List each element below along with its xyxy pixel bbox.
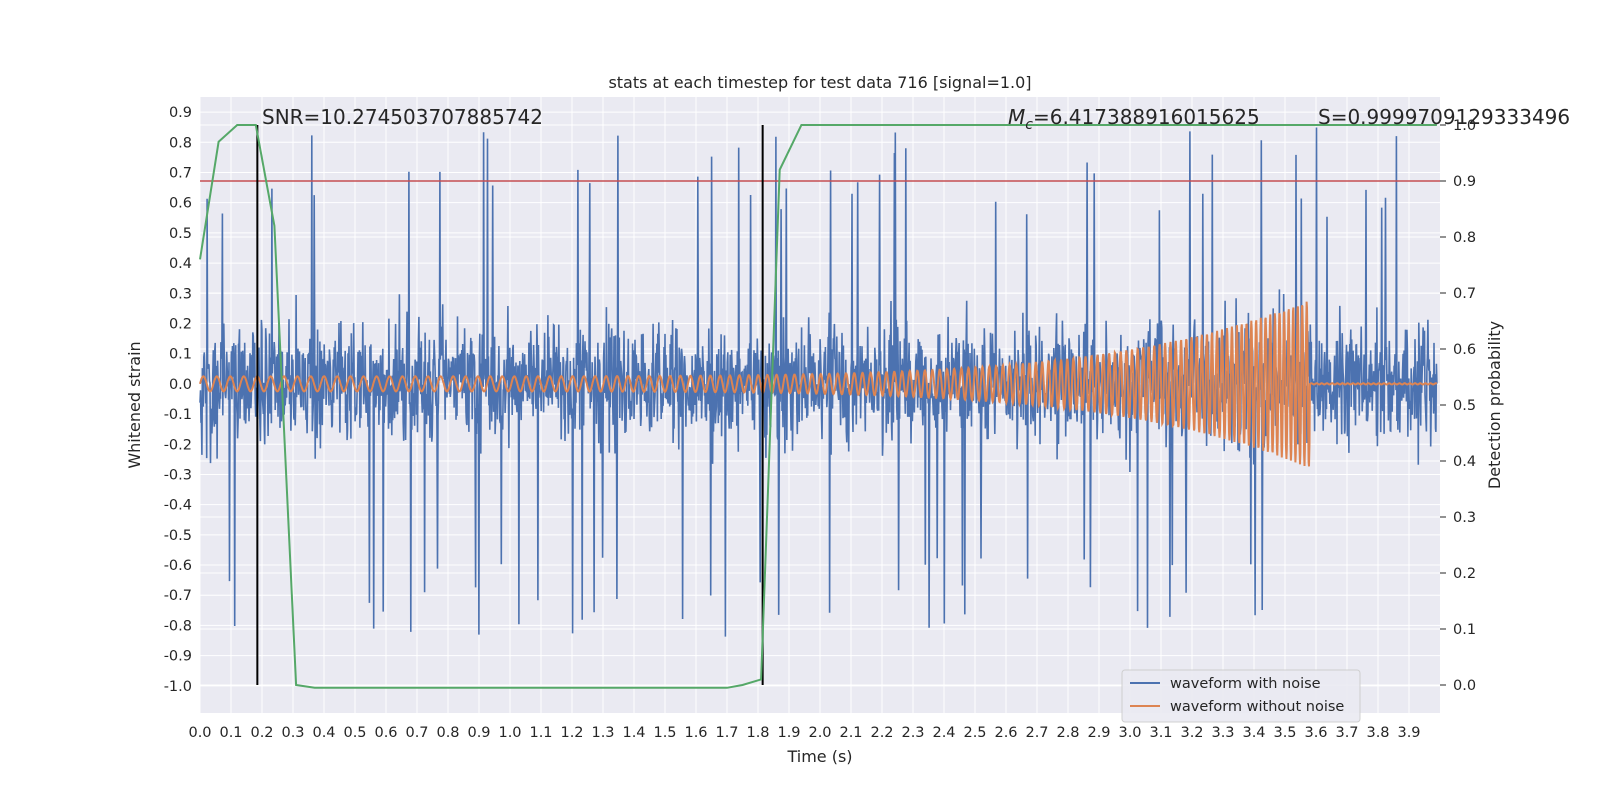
legend-label-noise: waveform with noise (1170, 676, 1321, 692)
legend-box (1121, 669, 1361, 723)
x-tick-label: 3.1 (1149, 725, 1172, 741)
y-tick-label: 0.8 (169, 135, 192, 151)
y2-tick-label: 0.0 (1453, 678, 1476, 694)
y-tick-label: 0.1 (169, 347, 192, 363)
y2-tick-label: 0.2 (1453, 566, 1476, 582)
x-tick-label: 0.1 (219, 725, 242, 741)
chart-title: stats at each timestep for test data 716… (608, 73, 1031, 92)
x-tick-label: 0.7 (405, 725, 428, 741)
x-tick-label: 1.2 (560, 725, 583, 741)
y-tick-label: -0.2 (164, 437, 192, 453)
x-tick-label: 3.8 (1366, 725, 1389, 741)
x-tick-label: 2.7 (1025, 725, 1048, 741)
y-tick-label: 0.6 (169, 196, 192, 212)
x-tick-label: 0.6 (374, 725, 397, 741)
y2-tick-label: 0.3 (1453, 510, 1476, 526)
y-tick-label: -0.3 (164, 467, 192, 483)
x-tick-label: 3.6 (1304, 725, 1327, 741)
clean-waveform-line (199, 301, 1438, 467)
y2-tick-label: 0.4 (1453, 454, 1476, 470)
y-tick-label: -0.6 (164, 558, 192, 574)
detection-probability-line (199, 124, 1437, 689)
y-tick-label: -0.7 (164, 588, 192, 604)
x-tick-label: 3.3 (1211, 725, 1234, 741)
x-tick-label: 1.4 (622, 725, 645, 741)
x-tick-label: 1.1 (529, 725, 552, 741)
clean-series (199, 301, 1438, 467)
y2-tick-label: 0.5 (1453, 398, 1476, 414)
y-tick-label: -0.8 (164, 618, 192, 634)
x-axis-label: Time (s) (786, 747, 852, 766)
x-tick-label: 2.1 (839, 725, 862, 741)
y-tick-label: 0.2 (169, 316, 192, 332)
x-tick-label: 2.8 (1056, 725, 1079, 741)
x-tick-label: 0.3 (281, 725, 304, 741)
overlay-layer (199, 124, 1440, 689)
x-tick-label: 1.5 (653, 725, 676, 741)
chirp-mass-annotation: Mc=6.417388916015625 (1008, 105, 1260, 133)
x-tick-label: 0.5 (343, 725, 366, 741)
y-tick-label: -0.9 (164, 649, 192, 665)
y2-tick-label: 0.8 (1453, 230, 1476, 246)
snr-annotation: SNR=10.274503707885742 (262, 105, 543, 129)
y-tick-label: 0.5 (169, 226, 192, 242)
y-axis-label: Whitened strain (125, 341, 144, 468)
y-tick-label: -1.0 (164, 679, 192, 695)
x-tick-label: 3.5 (1273, 725, 1296, 741)
x-tick-label: 2.3 (901, 725, 924, 741)
x-tick-label: 1.7 (715, 725, 738, 741)
legend-label-clean: waveform without noise (1170, 699, 1344, 715)
x-tick-label: 2.5 (963, 725, 986, 741)
x-tick-label: 0.9 (467, 725, 490, 741)
x-tick-label: 3.0 (1118, 725, 1141, 741)
x-tick-label: 3.4 (1242, 725, 1265, 741)
x-tick-label: 0.0 (188, 725, 211, 741)
y2-tick-label: 1.0 (1453, 118, 1476, 134)
x-tick-label: 2.0 (808, 725, 831, 741)
y2-axis-label: Detection probability (1485, 321, 1504, 489)
y2-tick-label: 0.1 (1453, 622, 1476, 638)
tick-layer: 0.0 0.1 0.2 0.3 0.4 0.5 0.6 0.7 0.8 0.9 1.0 1.1 1.2 1… (164, 105, 1476, 741)
x-tick-label: 2.9 (1087, 725, 1110, 741)
x-tick-label: 3.7 (1335, 725, 1358, 741)
y-tick-label: 0.7 (169, 165, 192, 181)
s-annotation: S=0.9999709129333496 (1318, 105, 1570, 129)
x-tick-label: 1.0 (498, 725, 521, 741)
x-tick-label: 0.4 (312, 725, 335, 741)
x-tick-label: 2.2 (870, 725, 893, 741)
y2-tick-label: 0.6 (1453, 342, 1476, 358)
y-tick-label: 0.3 (169, 286, 192, 302)
x-tick-label: 2.4 (932, 725, 955, 741)
y-tick-label: -0.1 (164, 407, 192, 423)
y2-tick-label: 0.9 (1453, 174, 1476, 190)
x-tick-label: 0.2 (250, 725, 273, 741)
x-tick-label: 0.8 (436, 725, 459, 741)
x-tick-label: 1.8 (746, 725, 769, 741)
y-tick-label: 0.4 (169, 256, 192, 272)
x-tick-label: 3.2 (1180, 725, 1203, 741)
x-tick-label: 3.9 (1397, 725, 1420, 741)
x-tick-label: 2.6 (994, 725, 1017, 741)
y-tick-label: 0.0 (169, 377, 192, 393)
x-tick-label: 1.9 (777, 725, 800, 741)
y2-tick-label: 0.7 (1453, 286, 1476, 302)
legend: waveform with noise waveform without noi… (1121, 669, 1361, 723)
x-tick-label: 1.3 (591, 725, 614, 741)
y-tick-label: 0.9 (169, 105, 192, 121)
y-tick-label: -0.5 (164, 528, 192, 544)
y-tick-label: -0.4 (164, 498, 192, 514)
x-tick-label: 1.6 (684, 725, 707, 741)
